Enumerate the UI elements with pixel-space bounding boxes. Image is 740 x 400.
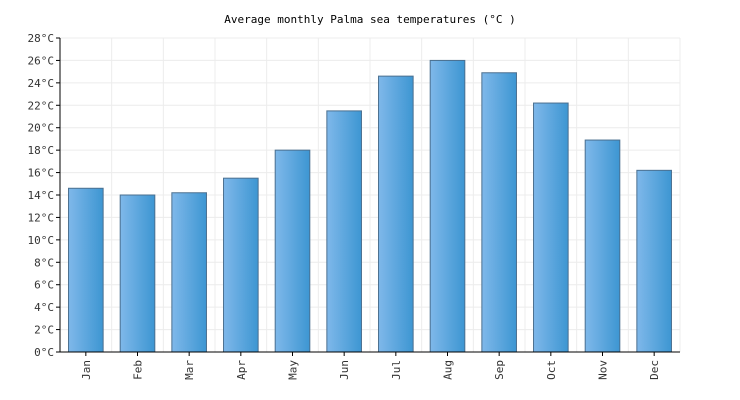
- bar-feb: [119, 194, 156, 353]
- x-tick-label: Mar: [183, 360, 196, 380]
- x-tick-label: Sep: [493, 360, 506, 380]
- bar-aug: [429, 59, 466, 353]
- y-axis-ticks: 0°C 2°C 4°C 6°C 8°C 10°C 12°C 14°C 16°C 18°C 20°C 2…: [28, 32, 60, 359]
- y-tick-label: 28°C: [28, 32, 55, 45]
- x-axis-ticks: Jan Feb Mar Apr May Jun Jul Aug Sep Oct Nov Dec: [80, 352, 661, 380]
- x-tick-label: Nov: [597, 360, 610, 380]
- y-tick-label: 12°C: [28, 211, 55, 224]
- x-tick-label: Jan: [80, 360, 93, 380]
- x-tick-label: Jul: [390, 360, 403, 380]
- bar-sep: [481, 72, 517, 353]
- bar-mar: [171, 192, 207, 353]
- x-tick-label: May: [287, 360, 300, 380]
- bars: [68, 59, 672, 353]
- bar-jan: [68, 187, 104, 353]
- x-tick-label: Oct: [545, 360, 558, 380]
- bar-nov: [584, 139, 621, 353]
- bar-jun: [326, 110, 362, 353]
- bar-jul: [378, 75, 414, 353]
- y-tick-label: 6°C: [34, 279, 54, 292]
- y-tick-label: 16°C: [28, 167, 55, 180]
- y-tick-label: 22°C: [28, 99, 55, 112]
- y-tick-label: 0°C: [34, 346, 54, 359]
- chart-title: Average monthly Palma sea temperatures (…: [224, 13, 515, 26]
- bar-dec: [636, 169, 672, 353]
- y-tick-label: 8°C: [34, 256, 54, 269]
- y-tick-label: 18°C: [28, 144, 55, 157]
- y-tick-label: 20°C: [28, 122, 55, 135]
- x-tick-label: Jun: [338, 360, 351, 380]
- x-tick-label: Dec: [648, 360, 661, 380]
- y-tick-label: 4°C: [34, 301, 54, 314]
- y-tick-label: 14°C: [28, 189, 55, 202]
- y-tick-label: 24°C: [28, 77, 55, 90]
- y-tick-label: 26°C: [28, 54, 55, 67]
- bar-oct: [533, 102, 569, 353]
- grid-lines: [59, 37, 681, 353]
- x-tick-label: Feb: [132, 360, 145, 380]
- y-tick-label: 2°C: [34, 324, 54, 337]
- bar-may: [274, 149, 311, 353]
- x-tick-label: Aug: [442, 360, 455, 380]
- y-tick-label: 10°C: [28, 234, 55, 247]
- bar-apr: [223, 177, 259, 353]
- x-tick-label: Apr: [235, 360, 248, 380]
